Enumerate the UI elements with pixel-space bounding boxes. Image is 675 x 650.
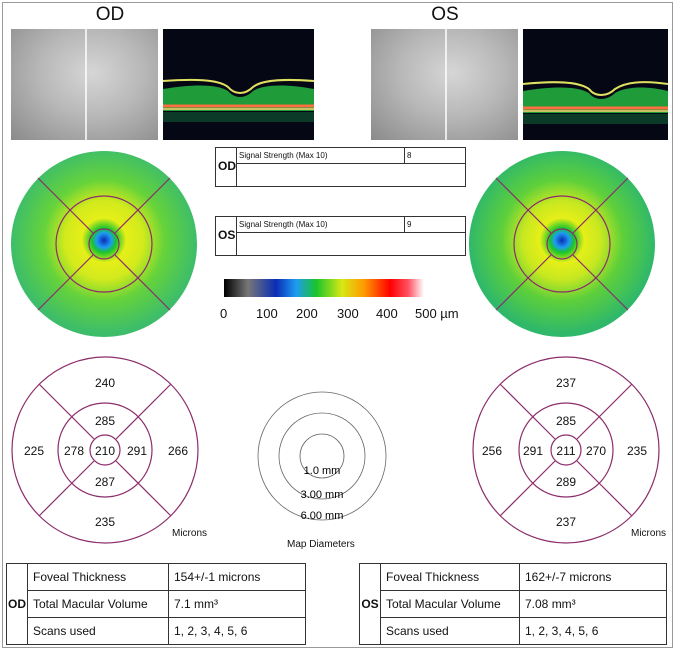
- od-row-value: 7.1 mm³: [168, 590, 306, 618]
- od-summary-table: OD Foveal Thickness 154+/-1 microns Tota…: [6, 563, 306, 645]
- os-row-value: 162+/-7 microns: [519, 563, 667, 591]
- os-outer-temporal: 235: [627, 444, 647, 458]
- os-signal-value: 9: [404, 217, 411, 232]
- od-summary-eye: OD: [6, 563, 28, 645]
- od-inner-superior: 285: [95, 414, 115, 428]
- od-outer-nasal: 266: [168, 444, 188, 458]
- od-inner-nasal: 291: [127, 444, 147, 458]
- map-diameter-inner: 1.0 mm: [304, 465, 341, 477]
- os-row-label: Foveal Thickness: [380, 563, 520, 591]
- od-sector-diagram: 240 225 266 235 285 278 291 287 210: [11, 356, 199, 544]
- od-thickness-map: [11, 151, 197, 337]
- os-sector-diagram: 237 256 235 237 285 291 270 289 211: [472, 356, 660, 544]
- map-diameters-caption: Map Diameters: [287, 539, 355, 550]
- od-units-label: Microns: [172, 528, 208, 539]
- map-diameters-diagram: 1.0 mm 3.00 mm 6.00 mm: [257, 391, 387, 522]
- od-row-value: 154+/-1 microns: [168, 563, 306, 591]
- od-title: OD: [95, 4, 125, 25]
- os-outer-inferior: 237: [556, 515, 576, 529]
- table-row: Total Macular Volume 7.08 mm³: [360, 590, 667, 618]
- os-summary-eye: OS: [359, 563, 381, 645]
- od-signal-label: Signal Strength (Max 10): [239, 151, 328, 160]
- os-signal-row: Signal Strength (Max 10) 9: [236, 217, 465, 233]
- table-row: Scans used 1, 2, 3, 4, 5, 6: [360, 617, 667, 645]
- od-outer-temporal: 225: [24, 444, 44, 458]
- od-center: 210: [95, 444, 115, 458]
- scale-tick-0: 0: [220, 306, 228, 321]
- os-inner-temporal: 270: [586, 444, 606, 458]
- scale-tick-400: 400: [376, 306, 398, 321]
- map-diameter-outer: 6.00 mm: [301, 510, 344, 522]
- os-row-label: Scans used: [380, 617, 520, 645]
- os-fundus-image: [371, 29, 518, 140]
- os-signal-label: Signal Strength (Max 10): [239, 220, 328, 229]
- os-inner-superior: 285: [556, 414, 576, 428]
- os-center: 211: [556, 444, 575, 458]
- os-units-label: Microns: [631, 528, 667, 539]
- table-row: Total Macular Volume 7.1 mm³: [7, 590, 306, 618]
- os-row-value: 1, 2, 3, 4, 5, 6: [519, 617, 667, 645]
- od-signal-strength-box: OD Signal Strength (Max 10) 8: [215, 147, 466, 187]
- od-signal-notes: [236, 164, 465, 186]
- os-inner-inferior: 289: [556, 475, 576, 489]
- os-row-value: 7.08 mm³: [519, 590, 667, 618]
- os-bscan-image: [523, 29, 668, 140]
- od-row-value: 1, 2, 3, 4, 5, 6: [168, 617, 306, 645]
- od-outer-inferior: 235: [95, 515, 115, 529]
- scale-tick-100: 100: [256, 306, 278, 321]
- thickness-color-scale: [224, 279, 424, 297]
- od-inner-temporal: 278: [64, 444, 84, 458]
- os-summary-table: OS Foveal Thickness 162+/-7 microns Tota…: [359, 563, 667, 645]
- scale-tick-200: 200: [296, 306, 318, 321]
- os-row-label: Total Macular Volume: [380, 590, 520, 618]
- scale-tick-500: 500 µm: [415, 306, 459, 321]
- od-bscan-image: [163, 29, 314, 140]
- od-signal-eye-label: OD: [218, 159, 236, 173]
- table-row: Scans used 1, 2, 3, 4, 5, 6: [7, 617, 306, 645]
- od-row-label: Total Macular Volume: [27, 590, 169, 618]
- os-thickness-map: [469, 151, 655, 337]
- od-signal-value: 8: [404, 148, 411, 163]
- od-inner-inferior: 287: [95, 475, 115, 489]
- table-row: OS Foveal Thickness 162+/-7 microns: [359, 563, 667, 645]
- od-fundus-image: [11, 29, 158, 140]
- os-outer-superior: 237: [556, 376, 576, 390]
- os-signal-notes: [236, 233, 465, 255]
- od-row-label: Scans used: [27, 617, 169, 645]
- os-signal-strength-box: OS Signal Strength (Max 10) 9: [215, 216, 466, 256]
- od-signal-row: Signal Strength (Max 10) 8: [236, 148, 465, 164]
- os-title: OS: [431, 4, 459, 25]
- scale-tick-300: 300: [337, 306, 359, 321]
- od-outer-superior: 240: [95, 376, 115, 390]
- od-row-label: Foveal Thickness: [27, 563, 169, 591]
- os-signal-eye-label: OS: [218, 228, 236, 242]
- os-outer-nasal: 256: [482, 444, 502, 458]
- table-row: OD Foveal Thickness 154+/-1 microns: [6, 563, 306, 645]
- map-diameter-middle: 3.00 mm: [301, 489, 344, 501]
- os-inner-nasal: 291: [523, 444, 543, 458]
